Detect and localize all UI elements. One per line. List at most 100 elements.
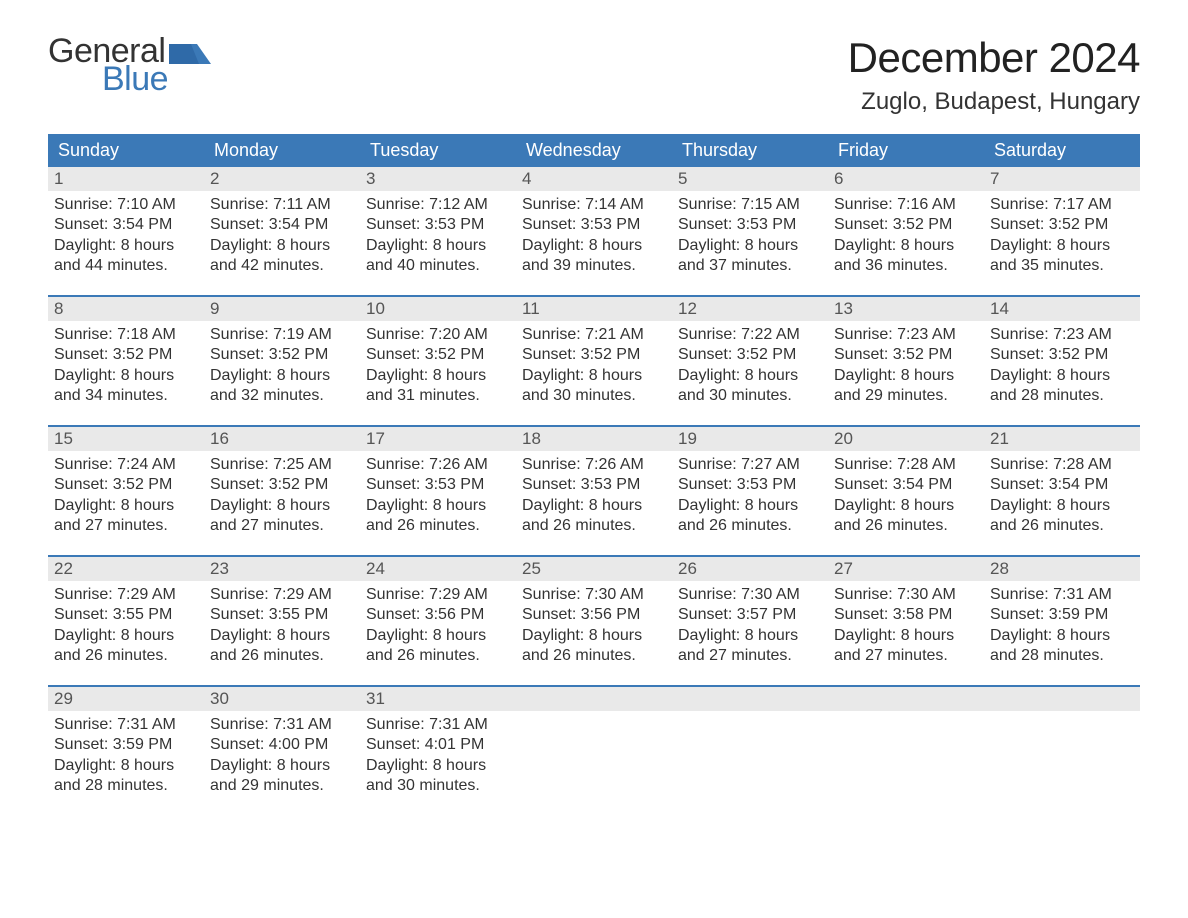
daylight-text-line2: and 26 minutes. (522, 646, 662, 666)
day-cell: Sunrise: 7:29 AMSunset: 3:55 PMDaylight:… (48, 581, 204, 671)
day-number: 21 (984, 427, 1140, 451)
day-cell (516, 711, 672, 801)
daylight-text-line1: Daylight: 8 hours (54, 496, 194, 516)
day-cell: Sunrise: 7:27 AMSunset: 3:53 PMDaylight:… (672, 451, 828, 541)
daylight-text-line1: Daylight: 8 hours (54, 236, 194, 256)
sunrise-text: Sunrise: 7:30 AM (678, 585, 818, 605)
day-number: 28 (984, 557, 1140, 581)
day-number: 22 (48, 557, 204, 581)
day-number (984, 687, 1140, 711)
sunrise-text: Sunrise: 7:30 AM (522, 585, 662, 605)
day-cell: Sunrise: 7:31 AMSunset: 3:59 PMDaylight:… (984, 581, 1140, 671)
day-number: 16 (204, 427, 360, 451)
daylight-text-line1: Daylight: 8 hours (990, 626, 1130, 646)
sunset-text: Sunset: 4:00 PM (210, 735, 350, 755)
daylight-text-line2: and 35 minutes. (990, 256, 1130, 276)
sunrise-text: Sunrise: 7:14 AM (522, 195, 662, 215)
daylight-text-line1: Daylight: 8 hours (210, 756, 350, 776)
day-cell: Sunrise: 7:30 AMSunset: 3:56 PMDaylight:… (516, 581, 672, 671)
sunset-text: Sunset: 3:55 PM (54, 605, 194, 625)
day-number: 15 (48, 427, 204, 451)
day-cell: Sunrise: 7:28 AMSunset: 3:54 PMDaylight:… (828, 451, 984, 541)
daylight-text-line1: Daylight: 8 hours (522, 366, 662, 386)
day-number: 29 (48, 687, 204, 711)
daylight-text-line1: Daylight: 8 hours (366, 626, 506, 646)
daylight-text-line1: Daylight: 8 hours (54, 626, 194, 646)
day-number: 13 (828, 297, 984, 321)
day-cell: Sunrise: 7:26 AMSunset: 3:53 PMDaylight:… (360, 451, 516, 541)
daylight-text-line2: and 27 minutes. (54, 516, 194, 536)
sunset-text: Sunset: 3:53 PM (366, 475, 506, 495)
day-body-row: Sunrise: 7:24 AMSunset: 3:52 PMDaylight:… (48, 451, 1140, 541)
sunrise-text: Sunrise: 7:10 AM (54, 195, 194, 215)
sunrise-text: Sunrise: 7:21 AM (522, 325, 662, 345)
daylight-text-line1: Daylight: 8 hours (210, 236, 350, 256)
daylight-text-line2: and 34 minutes. (54, 386, 194, 406)
daylight-text-line1: Daylight: 8 hours (990, 236, 1130, 256)
daylight-text-line1: Daylight: 8 hours (210, 626, 350, 646)
sunrise-text: Sunrise: 7:25 AM (210, 455, 350, 475)
sunrise-text: Sunrise: 7:23 AM (834, 325, 974, 345)
day-body-row: Sunrise: 7:29 AMSunset: 3:55 PMDaylight:… (48, 581, 1140, 671)
sunrise-text: Sunrise: 7:16 AM (834, 195, 974, 215)
daylight-text-line1: Daylight: 8 hours (522, 496, 662, 516)
daylight-text-line1: Daylight: 8 hours (990, 366, 1130, 386)
daylight-text-line1: Daylight: 8 hours (54, 756, 194, 776)
daylight-text-line2: and 30 minutes. (522, 386, 662, 406)
daylight-text-line1: Daylight: 8 hours (678, 496, 818, 516)
weekday-header: Saturday (984, 134, 1140, 167)
daylight-text-line1: Daylight: 8 hours (366, 236, 506, 256)
day-number: 6 (828, 167, 984, 191)
sunset-text: Sunset: 3:52 PM (990, 345, 1130, 365)
sunrise-text: Sunrise: 7:22 AM (678, 325, 818, 345)
day-number: 5 (672, 167, 828, 191)
day-number: 19 (672, 427, 828, 451)
daylight-text-line2: and 40 minutes. (366, 256, 506, 276)
sunset-text: Sunset: 3:54 PM (990, 475, 1130, 495)
sunset-text: Sunset: 3:53 PM (678, 475, 818, 495)
sunset-text: Sunset: 3:53 PM (678, 215, 818, 235)
daylight-text-line2: and 27 minutes. (834, 646, 974, 666)
sunset-text: Sunset: 3:54 PM (210, 215, 350, 235)
top-row: General Blue December 2024 Zuglo, Budape… (48, 34, 1140, 116)
daylight-text-line2: and 29 minutes. (834, 386, 974, 406)
sunset-text: Sunset: 3:52 PM (678, 345, 818, 365)
weeks-container: 1234567Sunrise: 7:10 AMSunset: 3:54 PMDa… (48, 167, 1140, 801)
day-cell (672, 711, 828, 801)
daylight-text-line2: and 29 minutes. (210, 776, 350, 796)
weekday-header: Monday (204, 134, 360, 167)
day-cell: Sunrise: 7:24 AMSunset: 3:52 PMDaylight:… (48, 451, 204, 541)
day-number: 10 (360, 297, 516, 321)
sunset-text: Sunset: 3:54 PM (54, 215, 194, 235)
day-cell: Sunrise: 7:11 AMSunset: 3:54 PMDaylight:… (204, 191, 360, 281)
sunrise-text: Sunrise: 7:23 AM (990, 325, 1130, 345)
sunrise-text: Sunrise: 7:12 AM (366, 195, 506, 215)
sunrise-text: Sunrise: 7:19 AM (210, 325, 350, 345)
daylight-text-line2: and 26 minutes. (990, 516, 1130, 536)
day-cell: Sunrise: 7:12 AMSunset: 3:53 PMDaylight:… (360, 191, 516, 281)
day-cell: Sunrise: 7:14 AMSunset: 3:53 PMDaylight:… (516, 191, 672, 281)
day-body-row: Sunrise: 7:18 AMSunset: 3:52 PMDaylight:… (48, 321, 1140, 411)
daylight-text-line1: Daylight: 8 hours (678, 626, 818, 646)
daylight-text-line1: Daylight: 8 hours (210, 496, 350, 516)
daylight-text-line2: and 32 minutes. (210, 386, 350, 406)
weekday-header: Tuesday (360, 134, 516, 167)
day-cell: Sunrise: 7:29 AMSunset: 3:56 PMDaylight:… (360, 581, 516, 671)
sunset-text: Sunset: 3:54 PM (834, 475, 974, 495)
day-cell: Sunrise: 7:16 AMSunset: 3:52 PMDaylight:… (828, 191, 984, 281)
daynum-row: 22232425262728 (48, 557, 1140, 581)
day-cell: Sunrise: 7:23 AMSunset: 3:52 PMDaylight:… (984, 321, 1140, 411)
sunrise-text: Sunrise: 7:24 AM (54, 455, 194, 475)
daylight-text-line2: and 42 minutes. (210, 256, 350, 276)
day-cell: Sunrise: 7:30 AMSunset: 3:58 PMDaylight:… (828, 581, 984, 671)
sunrise-text: Sunrise: 7:29 AM (366, 585, 506, 605)
daylight-text-line2: and 36 minutes. (834, 256, 974, 276)
daylight-text-line1: Daylight: 8 hours (366, 496, 506, 516)
day-cell: Sunrise: 7:22 AMSunset: 3:52 PMDaylight:… (672, 321, 828, 411)
sunrise-text: Sunrise: 7:31 AM (990, 585, 1130, 605)
daylight-text-line1: Daylight: 8 hours (834, 496, 974, 516)
daylight-text-line2: and 26 minutes. (366, 516, 506, 536)
day-cell: Sunrise: 7:29 AMSunset: 3:55 PMDaylight:… (204, 581, 360, 671)
sunrise-text: Sunrise: 7:31 AM (366, 715, 506, 735)
day-number: 17 (360, 427, 516, 451)
